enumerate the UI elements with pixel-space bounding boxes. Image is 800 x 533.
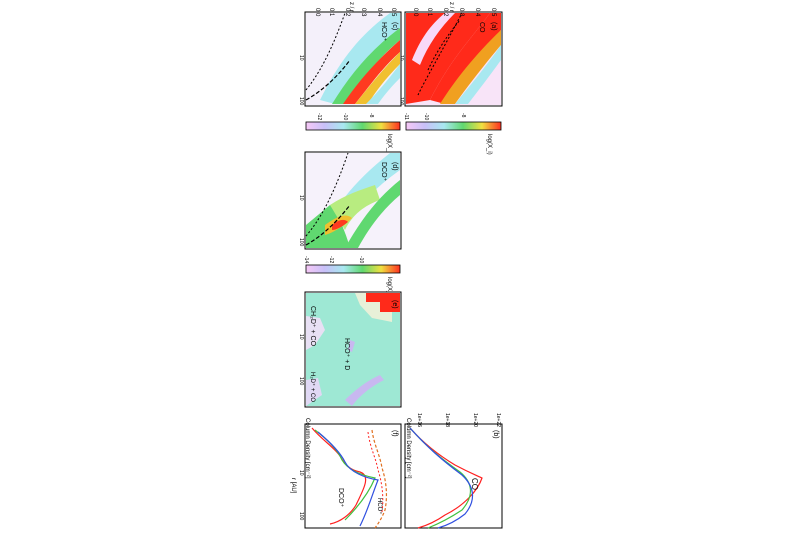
panel-c-colorbar: log(X_i) -12 -10 -8 [305,113,401,155]
panel-a-ytick-0: 0.0 [412,8,418,17]
panel-f-ylabel: Column Density [cm⁻²] [304,418,310,479]
panel-d-cbar-tick-1: -12 [328,256,334,263]
panel-f-xtick-1: 100 [298,512,304,521]
panel-c: (c) HCO⁺ 0.0 0.1 0.2 0.3 0.4 0.5 z / r 1… [298,2,402,107]
panel-a-ytick-2: 0.2 [442,8,448,17]
panel-d-tag: (d) [391,162,398,171]
panel-c-cbar-tick-1: -12 [316,113,322,120]
panel-c-cbar-tick-2: -10 [342,113,348,120]
panel-a-cbar-label: log(X_i) [486,134,492,155]
panel-f-tag: (f) [391,430,398,437]
panel-e-region-label-1: CH₂D⁺ + CO [309,306,316,347]
panel-f: (f) DCO⁺ HCO⁺ Column Density [cm⁻²] r [A… [290,418,402,529]
panel-f-series-label-1: HCO⁺ [376,498,383,515]
panel-c-ytick-2: 0.2 [344,8,350,17]
panel-c-ytick-1: 0.1 [328,8,334,17]
panel-d-xtick-1: 100 [298,238,304,247]
panel-c-ytick-4: 0.4 [376,8,382,17]
panel-b-ytick-4: 1e+20 [472,413,478,427]
panel-d-cbar-tick-2: -10 [358,256,364,263]
panel-c-xtick-1: 100 [298,97,304,106]
panel-f-series-orange-dotted [371,429,388,529]
panel-e-region-label-2: H₂D⁺ + CO [309,372,316,402]
panel-c-axis-letter: z / r [348,2,354,12]
panel-e-xtick-0: 10 [298,334,304,340]
panel-a-ytick-4: 0.4 [474,8,480,17]
panel-b-tag: (b) [492,430,499,439]
panel-d-xtick-0: 10 [298,195,304,201]
panel-d-colorbar: log(X_i) -14 -12 -10 [303,256,401,298]
panel-f-series-label-0: DCO⁺ [337,488,344,508]
panel-d-cbar-tick-0: -14 [303,256,309,263]
panel-b-series-blue [409,427,474,529]
panel-a-colorbar: log(X_i) -11 -10 -8 [403,113,502,155]
panel-d-species: DCO⁺ [380,162,387,182]
panel-f-xtick-0: 10 [298,470,304,476]
panel-e-xtick-1: 100 [298,377,304,386]
panel-a-cbar-tick-1: -10 [423,113,429,120]
panel-a-cbar-tick-0: -11 [403,113,409,120]
panel-b-ytick-6: 1e+22 [495,413,501,427]
panel-c-ytick-3: 0.3 [360,8,366,17]
panel-b-ylabel: Column Density [cm⁻²] [405,418,411,479]
panel-d-cbar-label: log(X_i) [386,277,392,298]
panel-a-ytick-5: 0.5 [490,8,496,17]
panel-d: (d) DCO⁺ 10 100 [298,151,402,250]
panel-f-series-blue [317,431,379,527]
panel-a-ytick-1: 0.1 [426,8,432,17]
panel-e-tag: (e) [391,300,398,309]
panel-a: (a) CO 0.0 0.1 0.2 0.3 0.4 0.5 z / r 10 … [398,2,503,107]
panel-c-xtick-0: 10 [298,55,304,61]
panel-f-series-red-dotted [367,431,384,513]
panel-a-axis-letter: z / r [448,2,454,12]
panel-f-series-red [311,427,367,525]
panel-a-ytick-3: 0.3 [458,8,464,17]
panel-c-ytick-5: 0.5 [390,8,396,17]
panel-a-tag: (a) [490,22,497,31]
panel-a-species: CO [478,22,485,33]
panel-c-tag: (c) [391,22,398,30]
panel-b-series-red [409,427,483,529]
panel-a-cbar-tick-3: -8 [460,113,466,118]
panel-c-cbar-label: log(X_i) [386,134,392,155]
panel-b-species: CO [470,478,479,490]
panel-b-ytick-2: 1e+18 [444,413,450,427]
panel-f-xlabel: r [AU] [290,478,296,494]
panel-c-cbar-tick-3: -8 [368,113,374,118]
panel-c-species: HCO⁺ [380,22,387,42]
panel-b: (b) CO Column Density [cm⁻²] 1e+16 1e+18… [404,413,503,529]
panel-e: (e) HCO⁺ + D CH₂D⁺ + CO H₂D⁺ + CO 10 100 [298,291,402,408]
panel-b-ytick-0: 1e+16 [416,413,422,427]
panel-e-region-label-0: HCO⁺ + D [343,338,350,370]
panel-c-ytick-0: 0.0 [314,8,320,17]
